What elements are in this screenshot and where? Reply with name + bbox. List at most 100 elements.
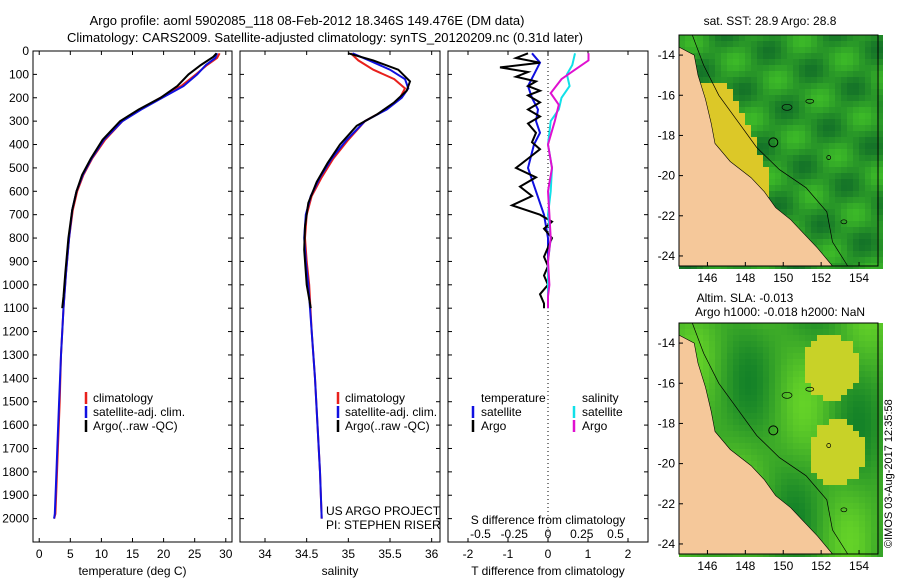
map-cell bbox=[799, 203, 805, 209]
map-cell bbox=[811, 221, 817, 227]
map-cell bbox=[811, 353, 817, 359]
map-cell bbox=[853, 233, 859, 239]
map-cell bbox=[841, 425, 847, 431]
map-cell bbox=[751, 47, 757, 53]
map-cell bbox=[733, 59, 739, 65]
map-cell bbox=[817, 83, 823, 89]
map-cell bbox=[853, 191, 859, 197]
map-cell bbox=[775, 347, 781, 353]
map-cell bbox=[763, 395, 769, 401]
map-cell bbox=[853, 401, 859, 407]
map-cell bbox=[799, 347, 805, 353]
series-line-salinity-argo bbox=[546, 53, 590, 309]
map-cell bbox=[847, 143, 853, 149]
map-cell bbox=[817, 359, 823, 365]
map-cell bbox=[787, 59, 793, 65]
map-cell bbox=[763, 383, 769, 389]
map-cell bbox=[847, 419, 853, 425]
map-cell bbox=[805, 83, 811, 89]
map-cell bbox=[691, 47, 697, 53]
map-cell bbox=[757, 335, 763, 341]
map-cell bbox=[853, 497, 859, 503]
map-cell bbox=[751, 59, 757, 65]
map-cell bbox=[799, 137, 805, 143]
map-cell bbox=[829, 59, 835, 65]
map-cell bbox=[835, 353, 841, 359]
map-cell bbox=[793, 473, 799, 479]
map-cell bbox=[847, 527, 853, 533]
map-cell bbox=[793, 71, 799, 77]
map-cell bbox=[847, 539, 853, 545]
map-cell bbox=[859, 137, 865, 143]
map-cell bbox=[871, 359, 877, 365]
map-cell bbox=[763, 329, 769, 335]
map-cell bbox=[829, 509, 835, 515]
map-cell bbox=[793, 431, 799, 437]
map-cell bbox=[805, 119, 811, 125]
map-cell bbox=[787, 335, 793, 341]
map-cell bbox=[745, 449, 751, 455]
map-cell bbox=[877, 491, 883, 497]
map-cell bbox=[811, 527, 817, 533]
map-cell bbox=[781, 371, 787, 377]
map-cell bbox=[829, 89, 835, 95]
map-cell bbox=[871, 245, 877, 251]
map-cell bbox=[877, 347, 883, 353]
map-cell bbox=[745, 431, 751, 437]
map-cell bbox=[757, 389, 763, 395]
map-cell bbox=[793, 491, 799, 497]
map-cell bbox=[871, 533, 877, 539]
map-cell bbox=[817, 497, 823, 503]
map-cell bbox=[709, 95, 715, 101]
map-cell bbox=[775, 413, 781, 419]
map-cell bbox=[859, 65, 865, 71]
map-cell bbox=[823, 59, 829, 65]
map-cell bbox=[871, 95, 877, 101]
map-cell bbox=[823, 155, 829, 161]
map-cell bbox=[793, 191, 799, 197]
map-cell bbox=[817, 161, 823, 167]
map-cell bbox=[679, 323, 685, 329]
x-tick-label: 35.5 bbox=[378, 547, 402, 561]
map-cell bbox=[721, 389, 727, 395]
y-tick-label: 2000 bbox=[2, 512, 29, 526]
map-cell bbox=[697, 59, 703, 65]
map-cell bbox=[853, 179, 859, 185]
map-cell bbox=[865, 323, 871, 329]
reef-outline bbox=[805, 386, 815, 392]
map-cell bbox=[859, 509, 865, 515]
map-cell bbox=[817, 53, 823, 59]
map-cell bbox=[853, 59, 859, 65]
map-cell bbox=[859, 257, 865, 263]
map-cell bbox=[841, 467, 847, 473]
map-cell bbox=[871, 515, 877, 521]
map-cell bbox=[787, 173, 793, 179]
map-cell bbox=[817, 527, 823, 533]
map-cell bbox=[847, 185, 853, 191]
map-cell bbox=[859, 179, 865, 185]
map-cell bbox=[745, 401, 751, 407]
map-cell bbox=[841, 47, 847, 53]
map-cell bbox=[823, 71, 829, 77]
map-cell bbox=[847, 377, 853, 383]
map-cell bbox=[775, 47, 781, 53]
map-cell bbox=[847, 77, 853, 83]
map-cell bbox=[781, 479, 787, 485]
map-cell bbox=[793, 437, 799, 443]
map-cell bbox=[769, 377, 775, 383]
map-cell bbox=[871, 503, 877, 509]
map-cell bbox=[871, 185, 877, 191]
map-cell bbox=[859, 437, 865, 443]
reef-outline bbox=[840, 219, 848, 225]
map-cell bbox=[835, 137, 841, 143]
map-cell bbox=[877, 197, 883, 203]
map-cell bbox=[841, 461, 847, 467]
plot-frame bbox=[239, 50, 441, 543]
map-cell bbox=[733, 71, 739, 77]
map-cell bbox=[763, 83, 769, 89]
map-cell bbox=[811, 473, 817, 479]
map-cell bbox=[793, 497, 799, 503]
map-cell bbox=[787, 125, 793, 131]
map-cell bbox=[835, 419, 841, 425]
map-cell bbox=[775, 383, 781, 389]
